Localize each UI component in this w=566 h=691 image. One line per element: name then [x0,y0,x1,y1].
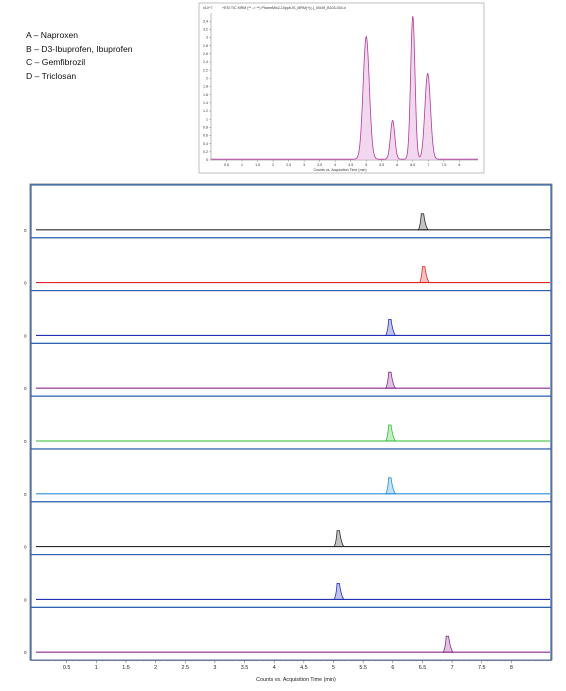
peak-legend: A – Naproxen B – D3-Ibuprofen, Ibuprofen… [26,29,133,83]
tic-y-tick-label: 2.6 [203,52,208,56]
tic-x-tick-label: 0.5 [224,163,229,167]
mrm-panel-peak [333,583,345,600]
tic-x-tick-label: 4 [334,163,336,167]
stack-x-tick-label: 8 [510,665,513,671]
tic-y-tick-label: 3 [206,36,208,40]
stack-x-tick-label: 4.5 [300,665,308,671]
tic-x-tick-label: 7 [427,163,429,167]
tic-y-tick-label: 2 [206,77,208,81]
mrm-panel-frame [30,606,552,661]
tic-y-tick-label: 2.2 [203,68,208,72]
mrm-panel-peak [384,424,397,442]
mrm-panel-zero: 0 [24,228,27,233]
stack-x-tick-label: 5 [332,665,335,671]
mrm-panel-frame [30,395,552,450]
tic-y-tick-label: 0.6 [203,134,208,138]
mrm-panel-zero: 0 [24,333,27,338]
tic-y-tick-label: 0.2 [203,150,208,154]
stack-x-tick-label: 6.5 [419,665,427,671]
tic-trace-line [211,16,478,160]
mrm-panel-peak [384,319,397,336]
stack-x-tick-label: 6 [391,665,394,671]
tic-title: +ESI TIC MRM (** -> **) PharmMix2-10ppb-… [222,6,346,10]
mrm-panel-peak [417,213,430,231]
mrm-panel-frame [30,184,552,239]
tic-y-tick-label: 0.4 [203,142,208,146]
tic-y-tick-label: 1.8 [203,85,208,89]
tic-x-tick-label: 2.5 [286,163,291,167]
mrm-panel-zero: 0 [24,545,27,550]
stack-x-tick-label: 7 [451,665,454,671]
tic-y-exponent: x10^7 [203,6,212,10]
tic-x-tick-label: 8 [458,163,460,167]
legend-item-c: C – Gemfibrozil [26,57,86,68]
legend-item-d: D – Triclosan [26,70,77,81]
legend-item-b: B – D3-Ibuprofen, Ibuprofen [26,43,133,54]
tic-x-tick-label: 5 [365,163,367,167]
legend-item-a: A – Naproxen [26,30,79,40]
tic-y-tick-label: 0.8 [203,126,208,130]
tic-x-tick-label: 6.5 [410,163,415,167]
mrm-panel-zero: 0 [24,386,27,391]
tic-x-tick-label: 7.5 [441,163,446,167]
mrm-panel-peak [418,266,431,283]
tic-x-tick-label: 1 [241,163,243,167]
stack-x-tick-label: 5.5 [359,665,367,671]
stack-x-tick-label: 3.5 [241,665,249,671]
tic-y-tick-label: 0 [206,158,208,162]
tic-y-tick-label: 1.4 [203,101,208,105]
tic-y-tick-label: 3.2 [203,28,208,32]
mrm-panel-frame [30,237,552,292]
mrm-panel-peak [384,371,397,389]
stack-x-tick-label: 2.5 [182,665,190,671]
mrm-panel-zero: 0 [24,439,27,444]
tic-y-tick-label: 1.6 [203,93,208,97]
tic-x-axis-title: Counts vs. Acquisition Time (min) [313,168,366,172]
tic-y-tick-label: 1 [206,117,208,121]
stack-x-tick-label: 1 [95,665,98,671]
stack-x-tick-label: 2 [154,665,157,671]
mrm-panel-zero: 0 [24,650,27,655]
tic-chart: x10^7 +ESI TIC MRM (** -> **) PharmMix2-… [198,2,485,174]
tic-x-tick-label: 3.5 [317,163,322,167]
mrm-panel-peak [333,530,345,547]
tic-x-tick-label: 2 [272,163,274,167]
tic-y-tick-label: 1.2 [203,109,208,113]
mrm-panel-frame [30,448,552,503]
tic-x-tick-label: 1.5 [255,163,260,167]
stack-x-axis-title: Counts vs. Acquisition Time (min) [256,677,336,683]
tic-x-tick-label: 4.5 [348,163,353,167]
tic-x-tick-label: 5.5 [379,163,384,167]
tic-y-tick-label: 2.4 [203,60,208,64]
mrm-panel-frame [30,342,552,397]
mrm-stack: Counts vs. Acquisition Time (min) 0 0 0 0 0 0… [24,183,553,683]
mrm-panel-frame [30,290,552,345]
mrm-panel-peak [384,477,397,495]
stack-x-tick-label: 4 [273,665,276,671]
tic-y-tick-label: 3.4 [203,19,208,23]
tic-x-tick-label: 3 [303,163,305,167]
tic-x-tick-label: 6 [396,163,398,167]
mrm-panel-frame [30,501,552,556]
mrm-panel-zero: 0 [24,597,27,602]
tic-y-tick-label: 2.8 [203,44,208,48]
stack-x-tick-label: 3 [213,665,216,671]
stack-x-tick-label: 7.5 [478,665,486,671]
stack-x-tick-label: 1.5 [122,665,130,671]
mrm-panel-zero: 0 [24,492,27,497]
mrm-panel-zero: 0 [24,281,27,286]
stack-x-tick-label: 0.5 [63,665,71,671]
mrm-panel-peak [442,635,454,653]
tic-frame [198,2,485,174]
